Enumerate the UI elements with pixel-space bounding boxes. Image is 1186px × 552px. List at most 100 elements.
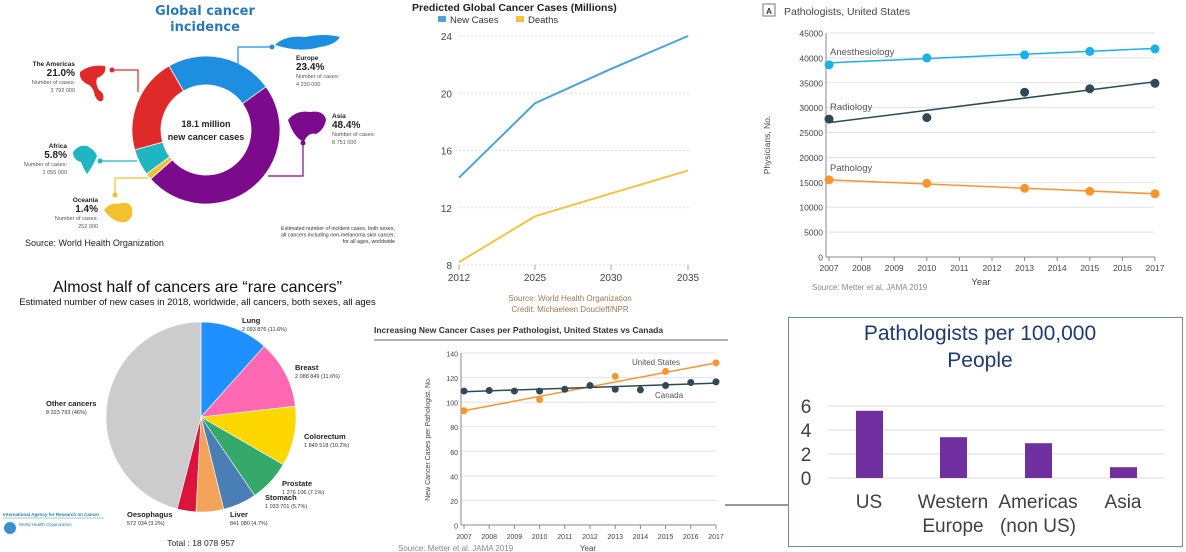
y-tick-label: 0 (454, 524, 458, 531)
y-tick-label: 15000 (799, 178, 823, 188)
region-cases-oceania: 252 000 (78, 224, 98, 230)
x-tick-label: 2012 (983, 263, 1002, 273)
y-tick-label: 6 (801, 397, 812, 418)
data-point-radiology (1020, 87, 1030, 97)
trend-line-pathology (828, 179, 1156, 195)
region-name-africa: Africa (49, 143, 68, 150)
pie-slice-other-cancers (105, 321, 202, 510)
region-cases-europe: 4 230 000 (296, 82, 320, 88)
iarc-logo: International Agency for Research on Can… (3, 512, 100, 517)
series-label-anesthesiology: Anesthesiology (830, 47, 895, 58)
legend-label-0: New Cases (450, 15, 499, 26)
scatter-ratio-title: Increasing New Cancer Cases per Patholog… (374, 325, 663, 335)
data-point-canada (611, 385, 619, 393)
x-tick-label: 2007 (456, 534, 472, 541)
who-logo: World Health Organization (19, 522, 72, 527)
pie-label-breast: Breast (295, 363, 319, 372)
data-point-radiology (1085, 84, 1095, 94)
map-the-americas-icon (79, 65, 106, 102)
region-percent-africa: 5.8% (44, 150, 67, 161)
x-tick-label: 2008 (481, 534, 497, 541)
y-tick-label: 4 (801, 421, 812, 442)
y-tick-label: 16 (441, 147, 453, 158)
pie-label-other-cancers: Other cancers (46, 399, 96, 408)
region-cases-label-asia: Number of cases: (332, 132, 376, 138)
bar-2 (1025, 443, 1052, 478)
pie-label-lung: Lung (242, 316, 261, 325)
y-tick-label: 20 (441, 89, 453, 100)
data-point-pathology (1150, 189, 1160, 199)
y-tick-label: 20000 (799, 153, 823, 163)
region-name-oceania: Oceania (73, 197, 99, 204)
data-point-anesthesiology (1150, 44, 1160, 54)
x-tick-label: 2017 (708, 534, 724, 541)
pie-label-oesophagus: Oesophagus (127, 510, 172, 519)
y-tick-label: 40000 (799, 53, 823, 63)
y-tick-label: 0 (818, 253, 823, 263)
y-tick-label: 10000 (799, 203, 823, 213)
y-tick-label: 140 (446, 352, 458, 359)
bar-category-label: Asia (1105, 492, 1142, 513)
legend-label-1: Deaths (528, 15, 558, 26)
region-name-the-americas: The Americas (33, 61, 76, 68)
panel-label-box (762, 3, 776, 17)
x-tick-label: 2007 (820, 263, 839, 273)
pie-label-colorectum: Colorectum (304, 432, 346, 441)
bar-title-line-1: Pathologists per 100,000 (863, 322, 1097, 345)
data-point-anesthesiology (922, 53, 932, 63)
y-tick-label: 60 (450, 450, 458, 457)
x-tick-label: 2012 (448, 273, 471, 284)
trend-line-anesthesiology (828, 47, 1156, 64)
pie-value-other-cancers: 8 323 793 (46%) (46, 410, 87, 416)
donut-footnote: Estimated number of incident cases, both… (281, 226, 395, 232)
pie-slice-lung (200, 321, 265, 418)
data-point-canada (536, 387, 544, 395)
y-tick-label: 8 (446, 261, 452, 272)
connector-europe (237, 46, 272, 66)
data-point-radiology (824, 114, 834, 124)
donut-slice-asia (150, 86, 281, 205)
data-point-united-states (536, 396, 544, 404)
x-tick-label: 2025 (524, 273, 547, 284)
legend-swatch-0 (438, 16, 446, 22)
x-tick-label: 2013 (607, 534, 623, 541)
region-percent-asia: 48.4% (332, 120, 360, 131)
region-name-asia: Asia (332, 113, 346, 120)
data-point-united-states (662, 367, 670, 375)
x-tick-label: 2010 (532, 534, 548, 541)
bar-category-label: US (856, 492, 882, 513)
scatter-us-title: Pathologists, United States (784, 6, 910, 18)
x-tick-label: 2011 (557, 534, 572, 541)
data-point-canada (561, 385, 569, 393)
data-point-anesthesiology (1085, 46, 1095, 56)
pie-value-liver: 841 080 (4.7%) (230, 521, 268, 527)
connector-oceania (114, 177, 148, 195)
map-asia-icon (288, 111, 326, 142)
pie-value-oesophagus: 572 034 (3.2%) (127, 521, 165, 527)
bar-category-label: Americas (998, 492, 1077, 513)
y-tick-label: 45000 (799, 29, 823, 39)
series-label-radiology: Radiology (830, 102, 872, 113)
connector-dot-the-americas (109, 67, 115, 73)
legend-swatch-1 (516, 16, 524, 22)
donut-center-line-2: new cancer cases (168, 132, 245, 142)
bar-chart-frame (788, 317, 1183, 547)
series-line-deaths (458, 169, 689, 263)
bar-title-line-2: People (947, 349, 1013, 372)
x-tick-label: 2014 (1048, 263, 1067, 273)
bar-chart-title: Pathologists per 100,000 People (790, 320, 1170, 374)
x-tick-label: 2013 (1015, 263, 1034, 273)
data-point-canada (510, 387, 518, 395)
pie-label-prostate: Prostate (282, 479, 312, 488)
data-point-canada (460, 387, 468, 395)
data-point-pathology (824, 175, 834, 185)
data-point-radiology (922, 113, 932, 123)
donut-footnote: all cancers including non-melanoma skin … (281, 233, 395, 239)
y-tick-label: 0 (801, 469, 812, 490)
scatter-ratio-source: Source: Metter et al. JAMA 2019 (398, 544, 514, 552)
connector-asia (268, 143, 304, 177)
line-chart-credit: Credit: Michaeleen Doucleff/NPR (511, 305, 628, 314)
pie-title: Almost half of cancers are “rare cancers… (53, 279, 342, 296)
series-label-united-states: United States (632, 358, 680, 367)
bar-category-label: (non US) (1000, 516, 1076, 537)
